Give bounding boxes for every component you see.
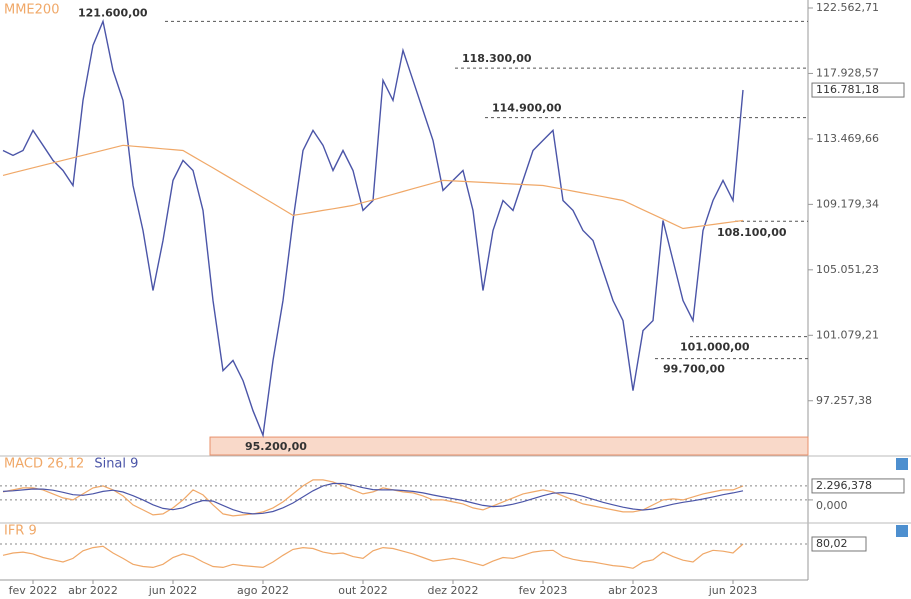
annotation-label: 99.700,00 xyxy=(663,363,725,376)
legend-label: IFR 9 xyxy=(4,524,37,539)
panel-button[interactable] xyxy=(896,458,908,470)
support-zone xyxy=(209,436,809,456)
last-value-box xyxy=(811,478,905,494)
y-tick-label: 101.079,21 xyxy=(816,328,879,341)
y-tick-label: 109.179,34 xyxy=(816,197,879,210)
y-tick-label: 97.257,38 xyxy=(816,394,872,407)
y-tick-label: 117.928,57 xyxy=(816,66,879,79)
x-tick-label: dez 2022 xyxy=(427,584,478,597)
y-tick-label: 122.562,71 xyxy=(816,1,879,14)
last-value-label: 116.781,18 xyxy=(816,83,879,96)
legend-label: MACD 26,12 xyxy=(4,457,84,472)
y-tick-label: 0,000 xyxy=(816,499,848,512)
x-tick-label: jun 2023 xyxy=(708,584,758,597)
annotation-label: 114.900,00 xyxy=(492,102,562,115)
panel-button[interactable] xyxy=(896,525,908,537)
annotation-label: 101.000,00 xyxy=(680,341,750,354)
y-tick-label: 113.469,66 xyxy=(816,132,879,145)
annotation-label: 95.200,00 xyxy=(245,440,307,453)
series-line xyxy=(2,543,744,569)
annotation-label: 108.100,00 xyxy=(717,226,787,239)
series-line xyxy=(2,479,744,517)
last-value-box xyxy=(811,82,905,98)
annotation-label: 118.300,00 xyxy=(462,52,532,65)
last-value-label: 80,02 xyxy=(816,537,848,550)
y-tick-label: 105.051,23 xyxy=(816,263,879,276)
legend-label: Sinal 9 xyxy=(94,457,138,472)
legend-label: MME200 xyxy=(4,3,59,18)
x-tick-label: fev 2023 xyxy=(519,584,568,597)
x-tick-label: abr 2023 xyxy=(608,584,658,597)
x-tick-label: jun 2022 xyxy=(148,584,198,597)
x-tick-label: abr 2022 xyxy=(68,584,118,597)
last-value-label: 2.296,378 xyxy=(816,479,872,492)
series-line xyxy=(2,144,744,230)
x-tick-label: out 2022 xyxy=(338,584,388,597)
series-line xyxy=(2,482,744,515)
annotation-label: 121.600,00 xyxy=(78,6,148,19)
x-tick-label: ago 2022 xyxy=(237,584,289,597)
x-tick-label: fev 2022 xyxy=(9,584,58,597)
last-value-box xyxy=(811,536,867,552)
